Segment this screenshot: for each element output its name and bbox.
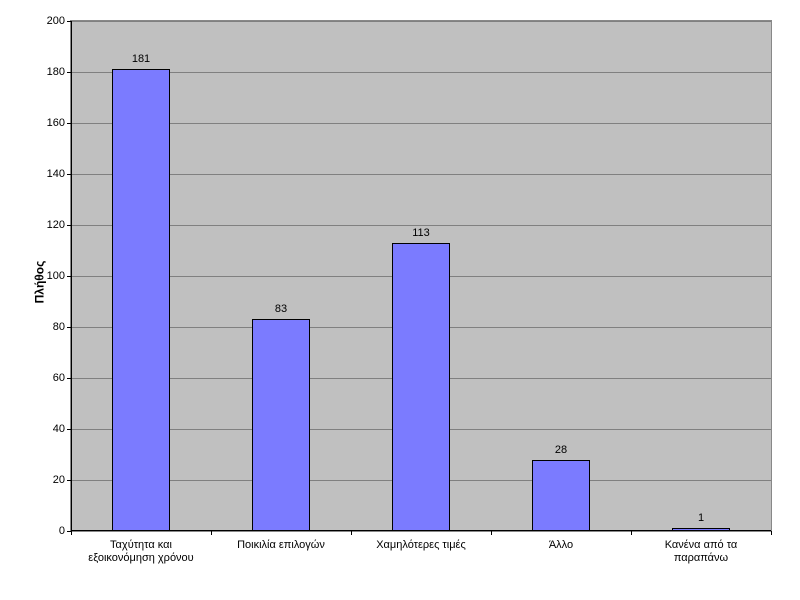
x-tick-label: Ποικιλία επιλογών [221,539,341,552]
y-tick-label: 200 [47,15,65,27]
x-tick [631,531,632,535]
bar-value-label: 1 [698,512,704,524]
gridline [71,225,771,226]
y-tick-label: 80 [53,321,65,333]
x-tick [71,531,72,535]
y-tick-label: 180 [47,66,65,78]
gridline [71,174,771,175]
x-tick-label: Χαμηλότερες τιμές [361,539,481,552]
x-tick-label: Κανένα από τα παραπάνω [641,539,761,565]
x-tick [771,531,772,535]
y-tick-label: 0 [59,525,65,537]
y-tick-label: 40 [53,423,65,435]
x-tick-label: Άλλο [501,539,621,552]
y-tick-label: 60 [53,372,65,384]
chart-container: 0 20 40 60 80 100 120 140 160 180 200 181 Ταχύτητα κ… [0,0,800,600]
y-tick-label: 160 [47,117,65,129]
bar-value-label: 181 [132,53,150,65]
gridline [71,72,771,73]
x-tick-label: Ταχύτητα και εξοικονόμηση χρόνου [81,539,201,565]
bar-value-label: 83 [275,303,287,315]
y-tick-label: 120 [47,219,65,231]
bar [252,319,311,531]
y-tick-label: 100 [47,270,65,282]
y-tick-label: 140 [47,168,65,180]
gridline [71,21,771,22]
x-tick [211,531,212,535]
bar-value-label: 28 [555,444,567,456]
x-tick [351,531,352,535]
plot-area: 020406080100120140160180200181Ταχύτητα κ… [70,20,772,532]
y-tick-label: 20 [53,474,65,486]
gridline [71,123,771,124]
y-axis-line [71,21,72,531]
y-axis-title: Πλήθος [32,261,46,304]
bar [672,528,731,531]
x-tick [491,531,492,535]
bar [392,243,451,531]
bar [532,460,591,531]
bar [112,69,171,531]
bar-value-label: 113 [412,227,430,239]
